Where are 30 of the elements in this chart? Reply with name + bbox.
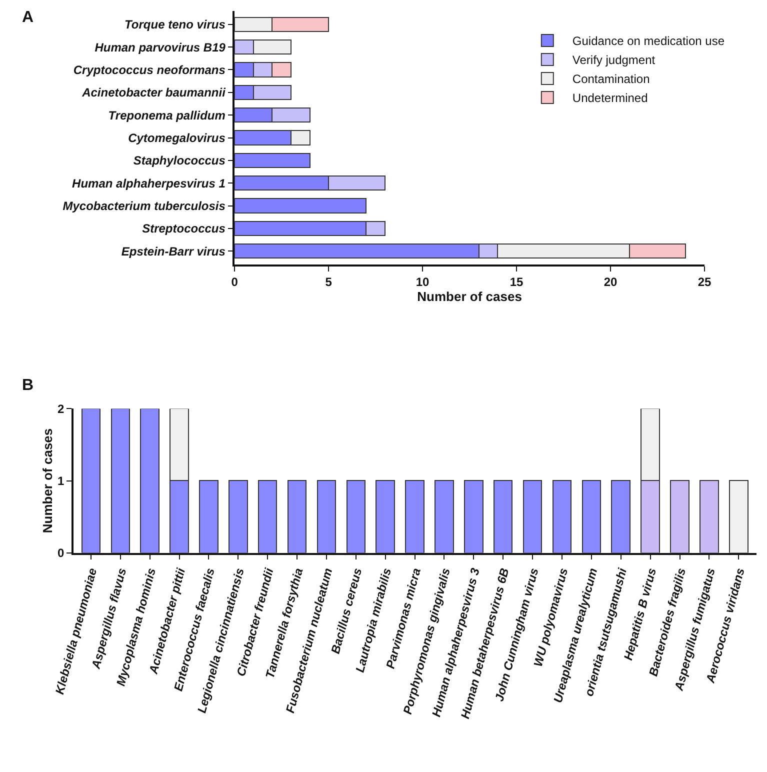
y-tick-label: Cryptococcus neoformans [73, 62, 226, 77]
y-tick-label: Epstein-Barr virus [121, 244, 226, 258]
y-tick-label: Cytomegalovirus [128, 130, 226, 145]
legend-label: Undetermined [572, 91, 648, 106]
y-tick-label: Streptococcus [142, 222, 226, 236]
legend-label: Guidance on medication use [572, 34, 725, 48]
x-tick-label: 0 [231, 274, 238, 289]
x-tick-label: 20 [604, 274, 618, 289]
y-tick-label: Staphylococcus [133, 154, 226, 168]
y-tick-label: 2 [57, 402, 64, 416]
x-tick-label: 25 [698, 274, 712, 289]
y-tick-label: Mycobacterium tuberculosis [62, 198, 226, 213]
y-tick-label: Torque teno virus [124, 18, 226, 32]
y-tick-label: Human parvovirus B19 [94, 40, 226, 54]
legend-label: Verify judgment [572, 53, 656, 68]
y-tick-label: 0 [57, 546, 64, 560]
x-axis-title: Number of cases [417, 288, 522, 304]
x-tick-label: 10 [416, 274, 430, 289]
y-tick-label: Human alphaherpesvirus 1 [72, 176, 226, 190]
legend-label: Contamination [572, 72, 650, 86]
x-tick-label: 15 [510, 274, 524, 289]
bar [234, 198, 367, 214]
x-tick-label: 5 [325, 274, 332, 289]
y-tick-label: 1 [57, 474, 64, 488]
y-tick-label: Treponema pallidum [108, 108, 226, 122]
text: B [22, 377, 34, 394]
bar [234, 152, 310, 168]
y-tick-label: Acinetobacter baumannii [81, 86, 226, 100]
text: A [22, 9, 34, 26]
y-axis-title: Number of cases [40, 428, 55, 534]
